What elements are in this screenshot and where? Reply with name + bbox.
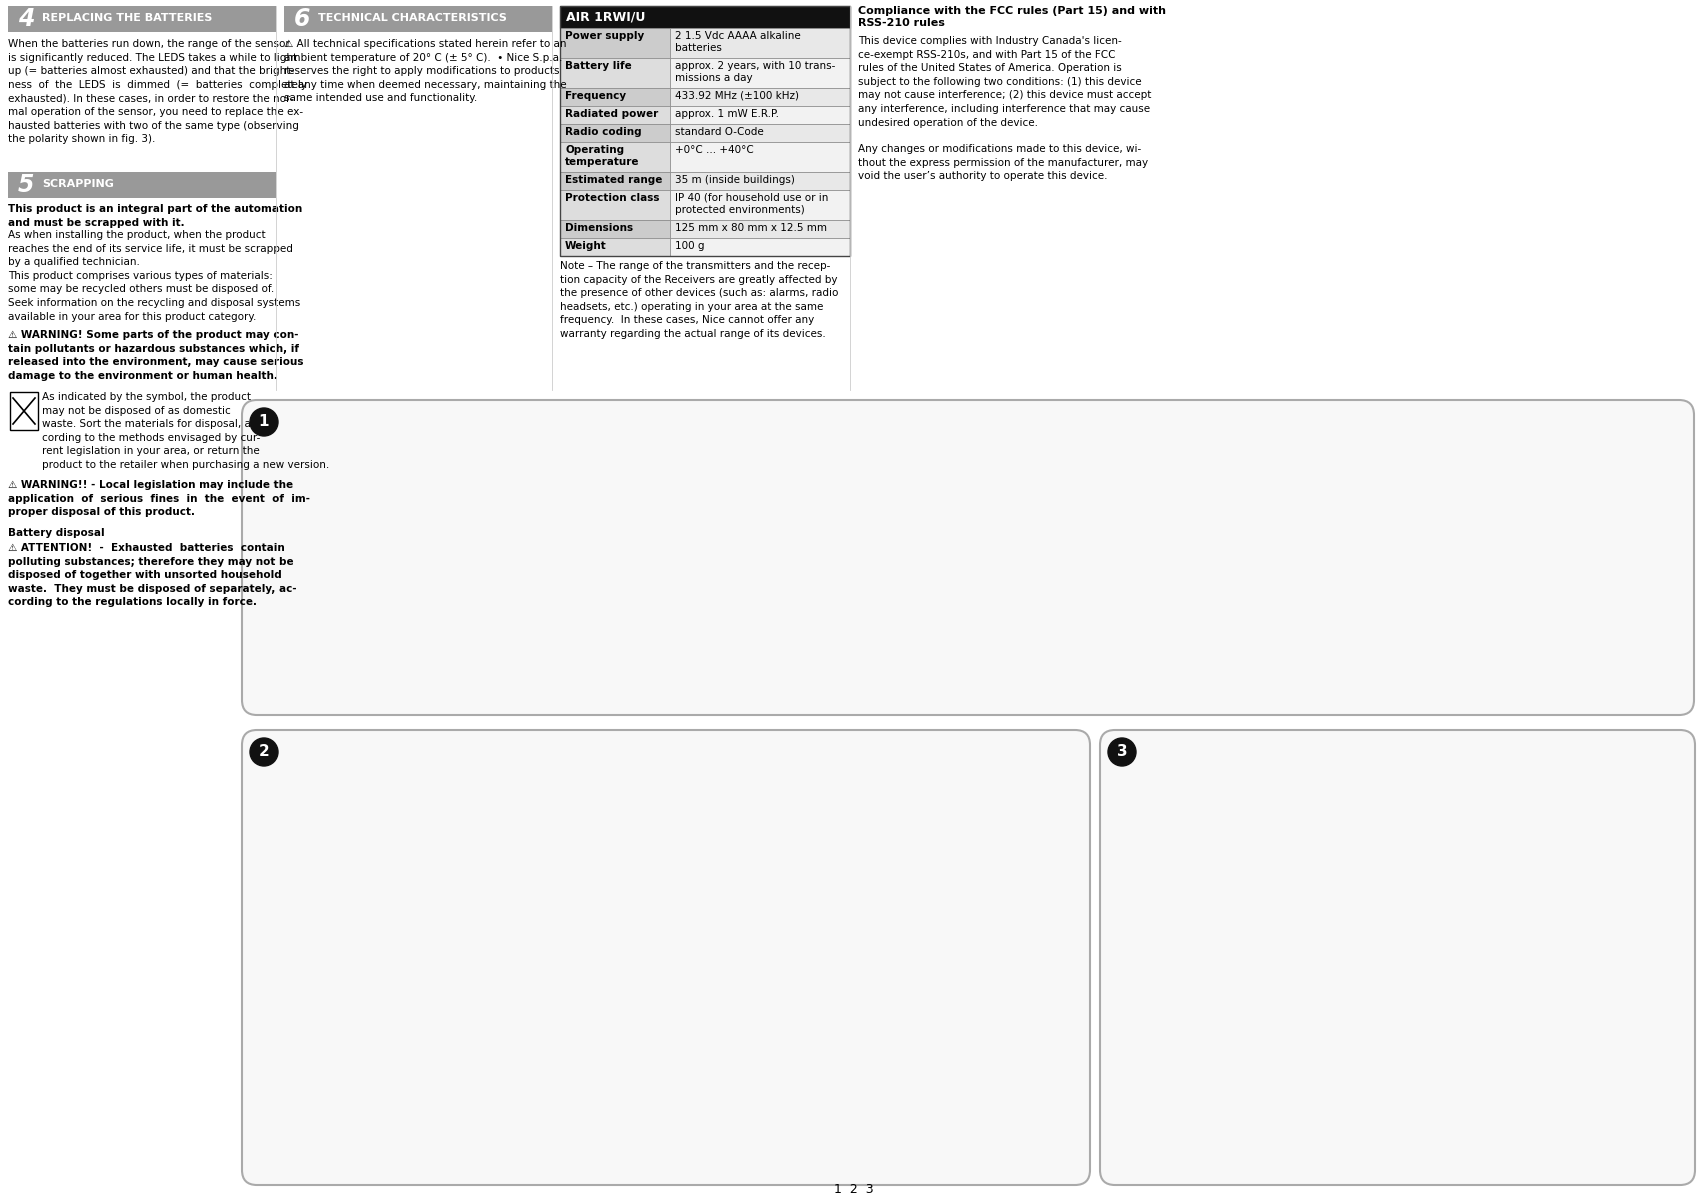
Text: ⚠ WARNING! Some parts of the product may con-
tain pollutants or hazardous subst: ⚠ WARNING! Some parts of the product may… [9,330,304,381]
Text: Weight: Weight [565,241,606,251]
Text: 3: 3 [1116,745,1127,759]
Text: approx. 2 years, with 10 trans-
missions a day: approx. 2 years, with 10 trans- missions… [674,61,835,84]
Text: Power supply: Power supply [565,31,644,41]
Bar [671,172,850,190]
Text: 6: 6 [294,7,311,31]
Bar [671,142,850,172]
Bar [560,59,671,88]
Bar [671,106,850,124]
Circle shape [1108,738,1135,767]
Text: +0°C ... +40°C: +0°C ... +40°C [674,144,754,155]
Text: 1: 1 [259,414,270,430]
Circle shape [249,738,278,767]
Text: 2 1.5 Vdc AAAA alkaline
batteries: 2 1.5 Vdc AAAA alkaline batteries [674,31,801,54]
Text: REPLACING THE BATTERIES: REPLACING THE BATTERIES [43,13,212,23]
Bar [560,106,671,124]
Bar [671,27,850,59]
Bar [671,88,850,106]
Bar [671,59,850,88]
Text: Estimated range: Estimated range [565,176,662,185]
Bar [9,6,277,32]
Text: Battery life: Battery life [565,61,632,70]
Text: 35 m (inside buildings): 35 m (inside buildings) [674,176,795,185]
Text: TECHNICAL CHARACTERISTICS: TECHNICAL CHARACTERISTICS [318,13,507,23]
Bar [560,6,850,256]
Text: standard O-Code: standard O-Code [674,127,763,137]
Text: 1  2  3: 1 2 3 [833,1183,874,1194]
Text: Any changes or modifications made to this device, wi-
thout the express permissi: Any changes or modifications made to thi… [859,144,1149,181]
Text: approx. 1 mW E.R.P.: approx. 1 mW E.R.P. [674,109,778,119]
Bar [560,124,671,142]
Text: ⚠ WARNING!! - Local legislation may include the
application  of  serious  fines : ⚠ WARNING!! - Local legislation may incl… [9,480,311,517]
Text: 125 mm x 80 mm x 12.5 mm: 125 mm x 80 mm x 12.5 mm [674,223,826,233]
Bar [671,220,850,238]
Text: Note – The range of the transmitters and the recep-
tion capacity of the Receive: Note – The range of the transmitters and… [560,261,838,339]
Bar [671,124,850,142]
Text: 433.92 MHz (±100 kHz): 433.92 MHz (±100 kHz) [674,91,799,101]
Text: Dimensions: Dimensions [565,223,633,233]
Text: This product is an integral part of the automation
and must be scrapped with it.: This product is an integral part of the … [9,204,302,228]
FancyBboxPatch shape [242,730,1091,1184]
Bar [9,172,277,198]
Bar [560,6,850,27]
Bar [671,190,850,220]
Text: When the batteries run down, the range of the sensor
is significantly reduced. T: When the batteries run down, the range o… [9,39,307,144]
Text: This device complies with Industry Canada's licen-
ce-exempt RSS-210s, and with : This device complies with Industry Canad… [859,36,1152,128]
Circle shape [249,408,278,436]
Bar [671,238,850,256]
Text: ⚠ ATTENTION!  -  Exhausted  batteries  contain
polluting substances; therefore t: ⚠ ATTENTION! - Exhausted batteries conta… [9,543,297,608]
Bar [10,392,38,430]
FancyBboxPatch shape [1099,730,1695,1184]
Text: IP 40 (for household use or in
protected environments): IP 40 (for household use or in protected… [674,193,828,215]
Text: Protection class: Protection class [565,193,659,203]
Text: Frequency: Frequency [565,91,626,101]
Bar [560,220,671,238]
Text: As when installing the product, when the product
reaches the end of its service : As when installing the product, when the… [9,230,300,321]
Text: Radiated power: Radiated power [565,109,659,119]
Text: As indicated by the symbol, the product
may not be disposed of as domestic
waste: As indicated by the symbol, the product … [43,392,329,470]
Text: Radio coding: Radio coding [565,127,642,137]
Bar [560,172,671,190]
Text: 2: 2 [259,745,270,759]
Text: SCRAPPING: SCRAPPING [43,179,114,189]
Text: AIR 1RWI/U: AIR 1RWI/U [567,10,645,23]
Bar [560,238,671,256]
FancyBboxPatch shape [242,400,1693,715]
Text: Battery disposal: Battery disposal [9,528,104,538]
Bar [560,88,671,106]
Text: Compliance with the FCC rules (Part 15) and with
RSS-210 rules: Compliance with the FCC rules (Part 15) … [859,6,1166,29]
Bar [283,6,551,32]
Bar [560,190,671,220]
Text: Operating
temperature: Operating temperature [565,144,640,167]
Bar [560,27,671,59]
Text: 100 g: 100 g [674,241,705,251]
Text: 4: 4 [19,7,34,31]
Text: ⚠ All technical specifications stated herein refer to an
ambient temperature of : ⚠ All technical specifications stated he… [283,39,567,104]
Text: 5: 5 [19,173,34,197]
Bar [560,142,671,172]
